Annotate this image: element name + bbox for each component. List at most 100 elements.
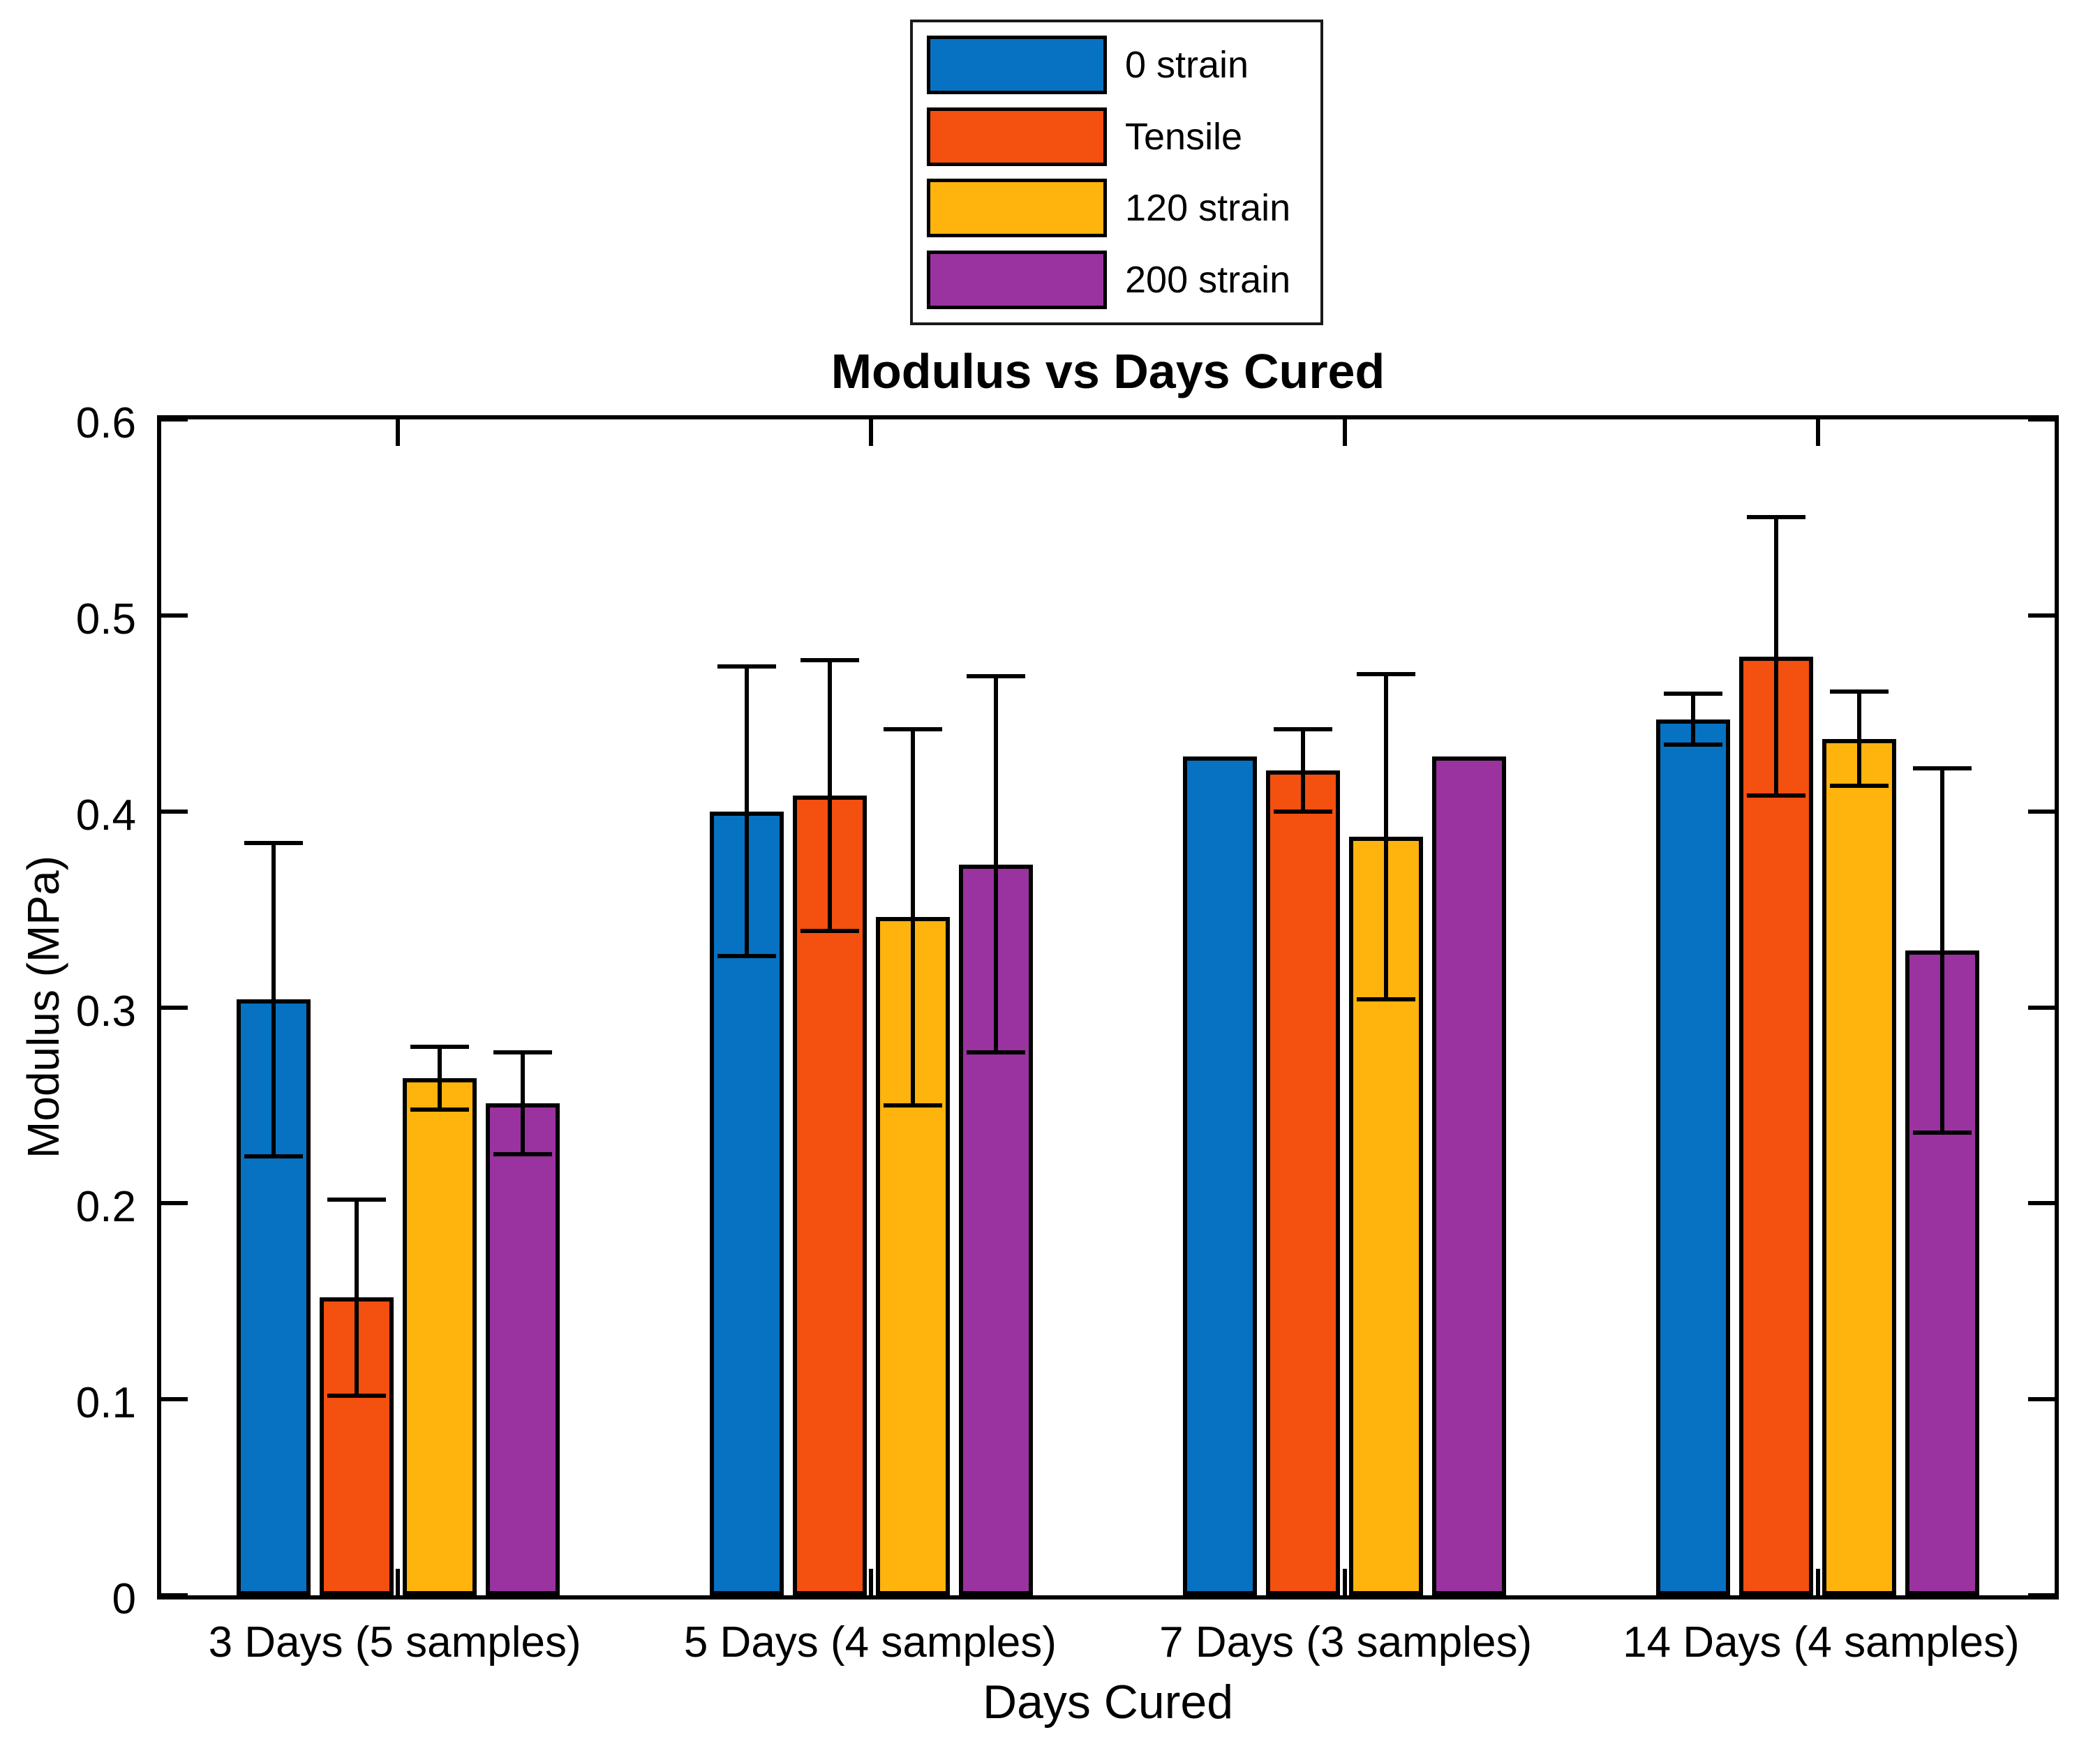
y-tick-mark — [161, 1005, 188, 1010]
y-tick-label: 0.2 — [75, 1183, 136, 1232]
error-bar — [1301, 729, 1306, 812]
y-tick-label: 0.6 — [75, 399, 136, 447]
legend-label: 120 strain — [1125, 187, 1291, 230]
x-tick-mark — [1342, 419, 1347, 446]
error-bar — [1774, 517, 1779, 796]
error-bar-cap — [1357, 997, 1416, 1002]
error-bar — [993, 676, 998, 1053]
y-tick-mark — [161, 1201, 188, 1206]
legend-label: 0 strain — [1125, 43, 1249, 86]
error-bar-cap — [327, 1197, 386, 1202]
error-bar-cap — [966, 1050, 1025, 1055]
x-tick-mark — [869, 1569, 874, 1595]
x-tick-label: 14 Days (4 samples) — [1623, 1618, 2020, 1666]
error-bar-cap — [244, 1154, 303, 1158]
error-bar-cap — [883, 726, 942, 731]
error-bar-cap — [800, 658, 859, 663]
error-bar-cap — [1747, 515, 1806, 520]
bar-200-strain — [485, 1103, 560, 1595]
x-tick-label: 5 Days (4 samples) — [683, 1618, 1057, 1666]
legend-item-tensile: Tensile — [913, 107, 1320, 166]
error-bar-cap — [966, 673, 1025, 678]
error-bar-cap — [1357, 672, 1416, 677]
error-bar — [1857, 692, 1862, 786]
error-bar-cap — [883, 1103, 942, 1108]
error-bar-cap — [410, 1044, 469, 1049]
bar-120-strain — [402, 1077, 477, 1595]
y-axis-tick-labels: 0 0.1 0.2 0.3 0.4 0.5 0.6 — [0, 402, 136, 1621]
y-tick-mark — [2028, 417, 2055, 422]
y-tick-label: 0.4 — [75, 791, 136, 840]
error-bar-cap — [1664, 692, 1723, 696]
x-tick-mark — [1815, 419, 1820, 446]
error-bar-cap — [1274, 726, 1333, 731]
error-bar — [354, 1199, 359, 1396]
error-bar — [271, 842, 276, 1156]
error-bar — [827, 660, 832, 931]
error-bar-cap — [410, 1107, 469, 1112]
x-axis-label: Days Cured — [982, 1676, 1234, 1729]
bar-tensile — [1266, 770, 1341, 1595]
error-bar-cap — [717, 954, 776, 959]
bars-layer — [161, 417, 2055, 1597]
legend-swatch-120-strain — [927, 179, 1107, 238]
x-tick-mark — [869, 419, 874, 446]
y-tick-label: 0.5 — [75, 595, 136, 643]
x-axis-tick-labels: 3 Days (5 samples) 5 Days (4 samples) 7 … — [157, 1618, 2059, 1673]
error-bar — [910, 729, 915, 1105]
x-tick-mark — [396, 419, 401, 446]
bar-tensile — [1739, 656, 1814, 1595]
y-tick-mark — [2028, 613, 2055, 618]
error-bar-cap — [493, 1152, 552, 1157]
bar-120-strain — [1822, 738, 1897, 1595]
error-bar — [1384, 674, 1389, 1000]
bar-200-strain — [1432, 756, 1507, 1595]
chart-title: Modulus vs Days Cured — [831, 344, 1385, 398]
error-bar-cap — [1274, 809, 1333, 814]
error-bar-cap — [327, 1393, 386, 1398]
error-bar-cap — [1913, 1131, 1972, 1135]
y-tick-mark — [2028, 1005, 2055, 1010]
x-tick-label: 7 Days (3 samples) — [1159, 1618, 1533, 1666]
x-tick-label: 3 Days (5 samples) — [208, 1618, 581, 1666]
error-bar — [437, 1046, 442, 1110]
x-tick-mark — [1815, 1569, 1820, 1595]
error-bar-cap — [1747, 793, 1806, 798]
legend-label: 200 strain — [1125, 259, 1291, 301]
error-bar-cap — [800, 928, 859, 933]
y-tick-mark — [161, 417, 188, 422]
error-bar-cap — [1830, 689, 1889, 694]
error-bar-cap — [1913, 766, 1972, 770]
error-bar-cap — [1830, 784, 1889, 789]
y-tick-mark — [2028, 1593, 2055, 1597]
legend-item-0-strain: 0 strain — [913, 35, 1320, 94]
y-tick-mark — [2028, 1397, 2055, 1402]
bar-0-strain — [1656, 719, 1731, 1595]
legend-swatch-tensile — [927, 107, 1107, 166]
y-tick-mark — [161, 1593, 188, 1597]
y-tick-label: 0 — [112, 1575, 136, 1623]
error-bar-cap — [493, 1050, 552, 1055]
y-tick-mark — [161, 613, 188, 618]
legend-swatch-200-strain — [927, 251, 1107, 310]
y-tick-label: 0.3 — [75, 987, 136, 1036]
x-tick-mark — [396, 1569, 401, 1595]
y-tick-label: 0.1 — [75, 1379, 136, 1428]
x-tick-mark — [1342, 1569, 1347, 1595]
legend-item-120-strain: 120 strain — [913, 179, 1320, 238]
legend-item-200-strain: 200 strain — [913, 251, 1320, 310]
y-tick-mark — [2028, 809, 2055, 814]
y-tick-mark — [161, 809, 188, 814]
legend-swatch-0-strain — [927, 35, 1107, 94]
error-bar — [1691, 694, 1696, 745]
y-tick-mark — [161, 1397, 188, 1402]
plot-area — [157, 415, 2059, 1599]
error-bar — [520, 1052, 525, 1155]
y-tick-mark — [2028, 1201, 2055, 1206]
error-bar — [1940, 768, 1945, 1133]
error-bar — [744, 666, 749, 957]
legend-label: Tensile — [1125, 115, 1243, 158]
legend: 0 strain Tensile 120 strain 200 strain — [910, 20, 1323, 325]
bar-0-strain — [1183, 756, 1258, 1595]
